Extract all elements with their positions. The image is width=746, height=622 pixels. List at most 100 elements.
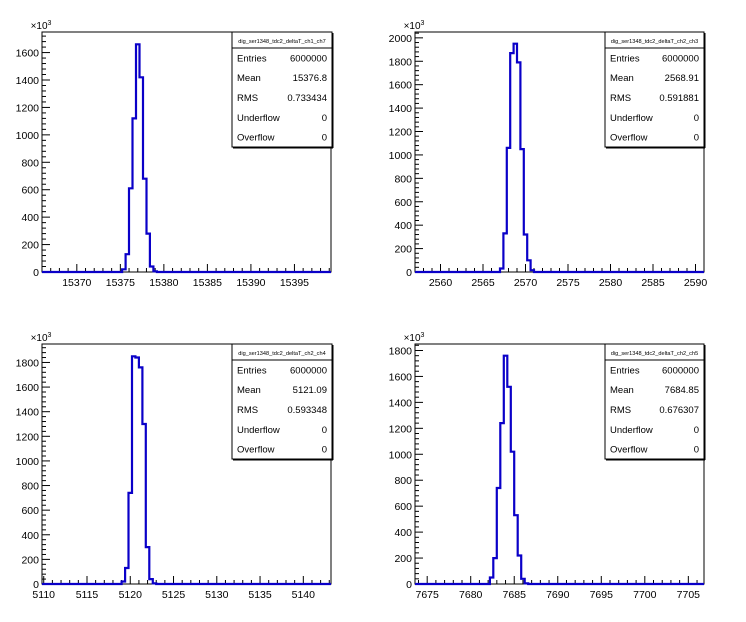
y-tick-label: 600 <box>21 505 39 517</box>
y-exponent-label: ×103 <box>31 20 52 32</box>
histogram-bin <box>126 254 129 272</box>
stats-value: 0.593348 <box>287 405 327 416</box>
histogram-bin <box>503 233 506 272</box>
stats-value: 5121.09 <box>293 385 327 396</box>
histogram-bin <box>136 44 139 272</box>
histogram-bin <box>504 356 507 584</box>
y-tick-label: 0 <box>33 267 39 279</box>
y-tick-label: 1400 <box>389 103 413 115</box>
stats-value: 0 <box>694 445 699 456</box>
y-tick-label: 1200 <box>389 127 413 139</box>
y-tick-label: 1600 <box>16 382 40 394</box>
stats-value: 6000000 <box>290 53 327 64</box>
stats-value: 0 <box>694 113 699 124</box>
histogram-bin <box>139 367 142 584</box>
y-tick-label: 200 <box>21 240 39 252</box>
x-tick-label: 15370 <box>62 277 91 289</box>
histogram-bin <box>153 583 156 584</box>
histogram-bin <box>500 268 503 272</box>
stats-value: 0 <box>694 425 699 436</box>
stats-label: Underflow <box>610 113 653 124</box>
x-tick-label: 2570 <box>514 277 538 289</box>
stats-box: dig_ser1348_tdc2_deltaT_ch2_ch5 Entries 60… <box>604 343 706 461</box>
y-tick-label: 1600 <box>16 48 40 60</box>
y-tick-label: 1000 <box>389 150 413 162</box>
histogram-bin <box>510 53 513 272</box>
histogram-bin <box>143 179 146 272</box>
stats-value: 0 <box>322 425 327 436</box>
stats-value: 15376.8 <box>293 73 327 84</box>
stats-value: 0 <box>322 445 327 456</box>
stats-label: Mean <box>610 385 634 396</box>
y-exponent-label: ×103 <box>31 332 52 344</box>
x-tick-label: 15385 <box>193 277 222 289</box>
stats-label: RMS <box>237 405 258 416</box>
stats-box-frame <box>604 343 705 460</box>
stats-label: Underflow <box>237 425 280 436</box>
histogram-bin <box>129 493 132 584</box>
y-tick-label: 1800 <box>389 56 413 68</box>
y-tick-label: 800 <box>394 173 412 185</box>
histogram-bin <box>149 579 152 584</box>
y-exponent-label: ×103 <box>404 332 425 344</box>
stats-value: 6000000 <box>662 53 699 64</box>
histogram-line <box>42 43 331 274</box>
histogram-bin <box>518 555 521 584</box>
histogram-bin <box>122 269 125 272</box>
y-tick-label: 1600 <box>389 80 413 92</box>
y-tick-label: 600 <box>21 185 39 197</box>
x-tick-label: 7680 <box>459 589 483 601</box>
histogram-name: dig_ser1348_tdc2_deltaT_ch2_ch4 <box>238 351 325 357</box>
y-tick-label: 1400 <box>389 397 413 409</box>
x-tick-label: 7700 <box>633 589 657 601</box>
stats-box: dig_ser1348_tdc2_deltaT_ch1_ch7 Entries 60… <box>231 31 334 149</box>
x-tick-label: 15375 <box>106 277 135 289</box>
stats-label: RMS <box>610 405 631 416</box>
x-tick-label: 2575 <box>556 277 580 289</box>
histogram-bin <box>135 358 138 584</box>
y-tick-label: 1200 <box>16 431 40 443</box>
x-tick-label: 7685 <box>503 589 527 601</box>
stats-value: 0.591881 <box>659 93 699 104</box>
y-tick-label: 1200 <box>389 423 413 435</box>
histogram-bin <box>511 452 514 584</box>
y-tick-label: 800 <box>21 481 39 493</box>
histogram-bin <box>507 148 510 272</box>
y-tick-label: 200 <box>394 244 412 256</box>
stats-value: 6000000 <box>662 365 699 376</box>
histogram-bin <box>139 77 142 272</box>
histogram-bin <box>122 582 125 584</box>
x-tick-label: 5130 <box>205 589 229 601</box>
stats-label: Underflow <box>237 113 280 124</box>
stats-value: 2568.91 <box>665 73 699 84</box>
x-tick-label: 2590 <box>684 277 708 289</box>
stats-label: Overflow <box>237 445 275 456</box>
y-tick-label: 400 <box>21 530 39 542</box>
x-tick-label: 5120 <box>119 589 143 601</box>
histogram-name: dig_ser1348_tdc2_deltaT_ch2_ch5 <box>611 351 698 357</box>
histogram-name: dig_ser1348_tdc2_deltaT_ch1_ch7 <box>238 39 325 45</box>
histogram-panel-1: 0 200 400 600 800 1000 1200 1400 1600 15370 15375 1… <box>16 20 334 289</box>
x-tick-label: 5140 <box>292 589 316 601</box>
stats-label: Mean <box>610 73 634 84</box>
stats-label: Entries <box>610 53 640 64</box>
y-tick-label: 600 <box>394 501 412 513</box>
stats-value: 7684.85 <box>665 385 699 396</box>
stats-label: Mean <box>237 385 261 396</box>
x-tick-label: 5135 <box>248 589 272 601</box>
y-tick-label: 1800 <box>16 357 40 369</box>
histogram-bin <box>520 149 523 272</box>
stats-label: RMS <box>237 93 258 104</box>
x-tick-label: 2560 <box>429 277 453 289</box>
histogram-bin <box>133 118 136 272</box>
y-tick-label: 200 <box>21 554 39 566</box>
y-tick-label: 800 <box>21 157 39 169</box>
stats-label: Entries <box>237 53 267 64</box>
x-tick-label: 2580 <box>599 277 623 289</box>
y-tick-label: 400 <box>21 212 39 224</box>
histogram-bin <box>132 356 135 584</box>
histogram-bin <box>507 387 510 584</box>
y-tick-label: 1400 <box>16 75 40 87</box>
stats-value: 0.733434 <box>287 93 327 104</box>
histogram-bin <box>514 515 517 584</box>
